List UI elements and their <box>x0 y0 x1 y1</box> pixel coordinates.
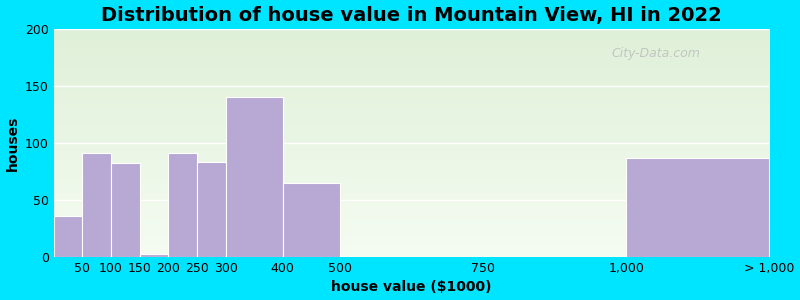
Bar <box>282 183 340 257</box>
X-axis label: house value ($1000): house value ($1000) <box>331 280 492 294</box>
Bar <box>54 216 82 257</box>
Y-axis label: houses: houses <box>6 115 19 171</box>
Title: Distribution of house value in Mountain View, HI in 2022: Distribution of house value in Mountain … <box>101 6 722 25</box>
Bar <box>82 153 111 257</box>
Bar <box>226 97 282 257</box>
Text: City-Data.com: City-Data.com <box>612 47 701 60</box>
Bar <box>111 164 140 257</box>
Bar <box>197 162 226 257</box>
Bar <box>626 158 770 257</box>
Bar <box>140 254 168 257</box>
Bar <box>168 153 197 257</box>
